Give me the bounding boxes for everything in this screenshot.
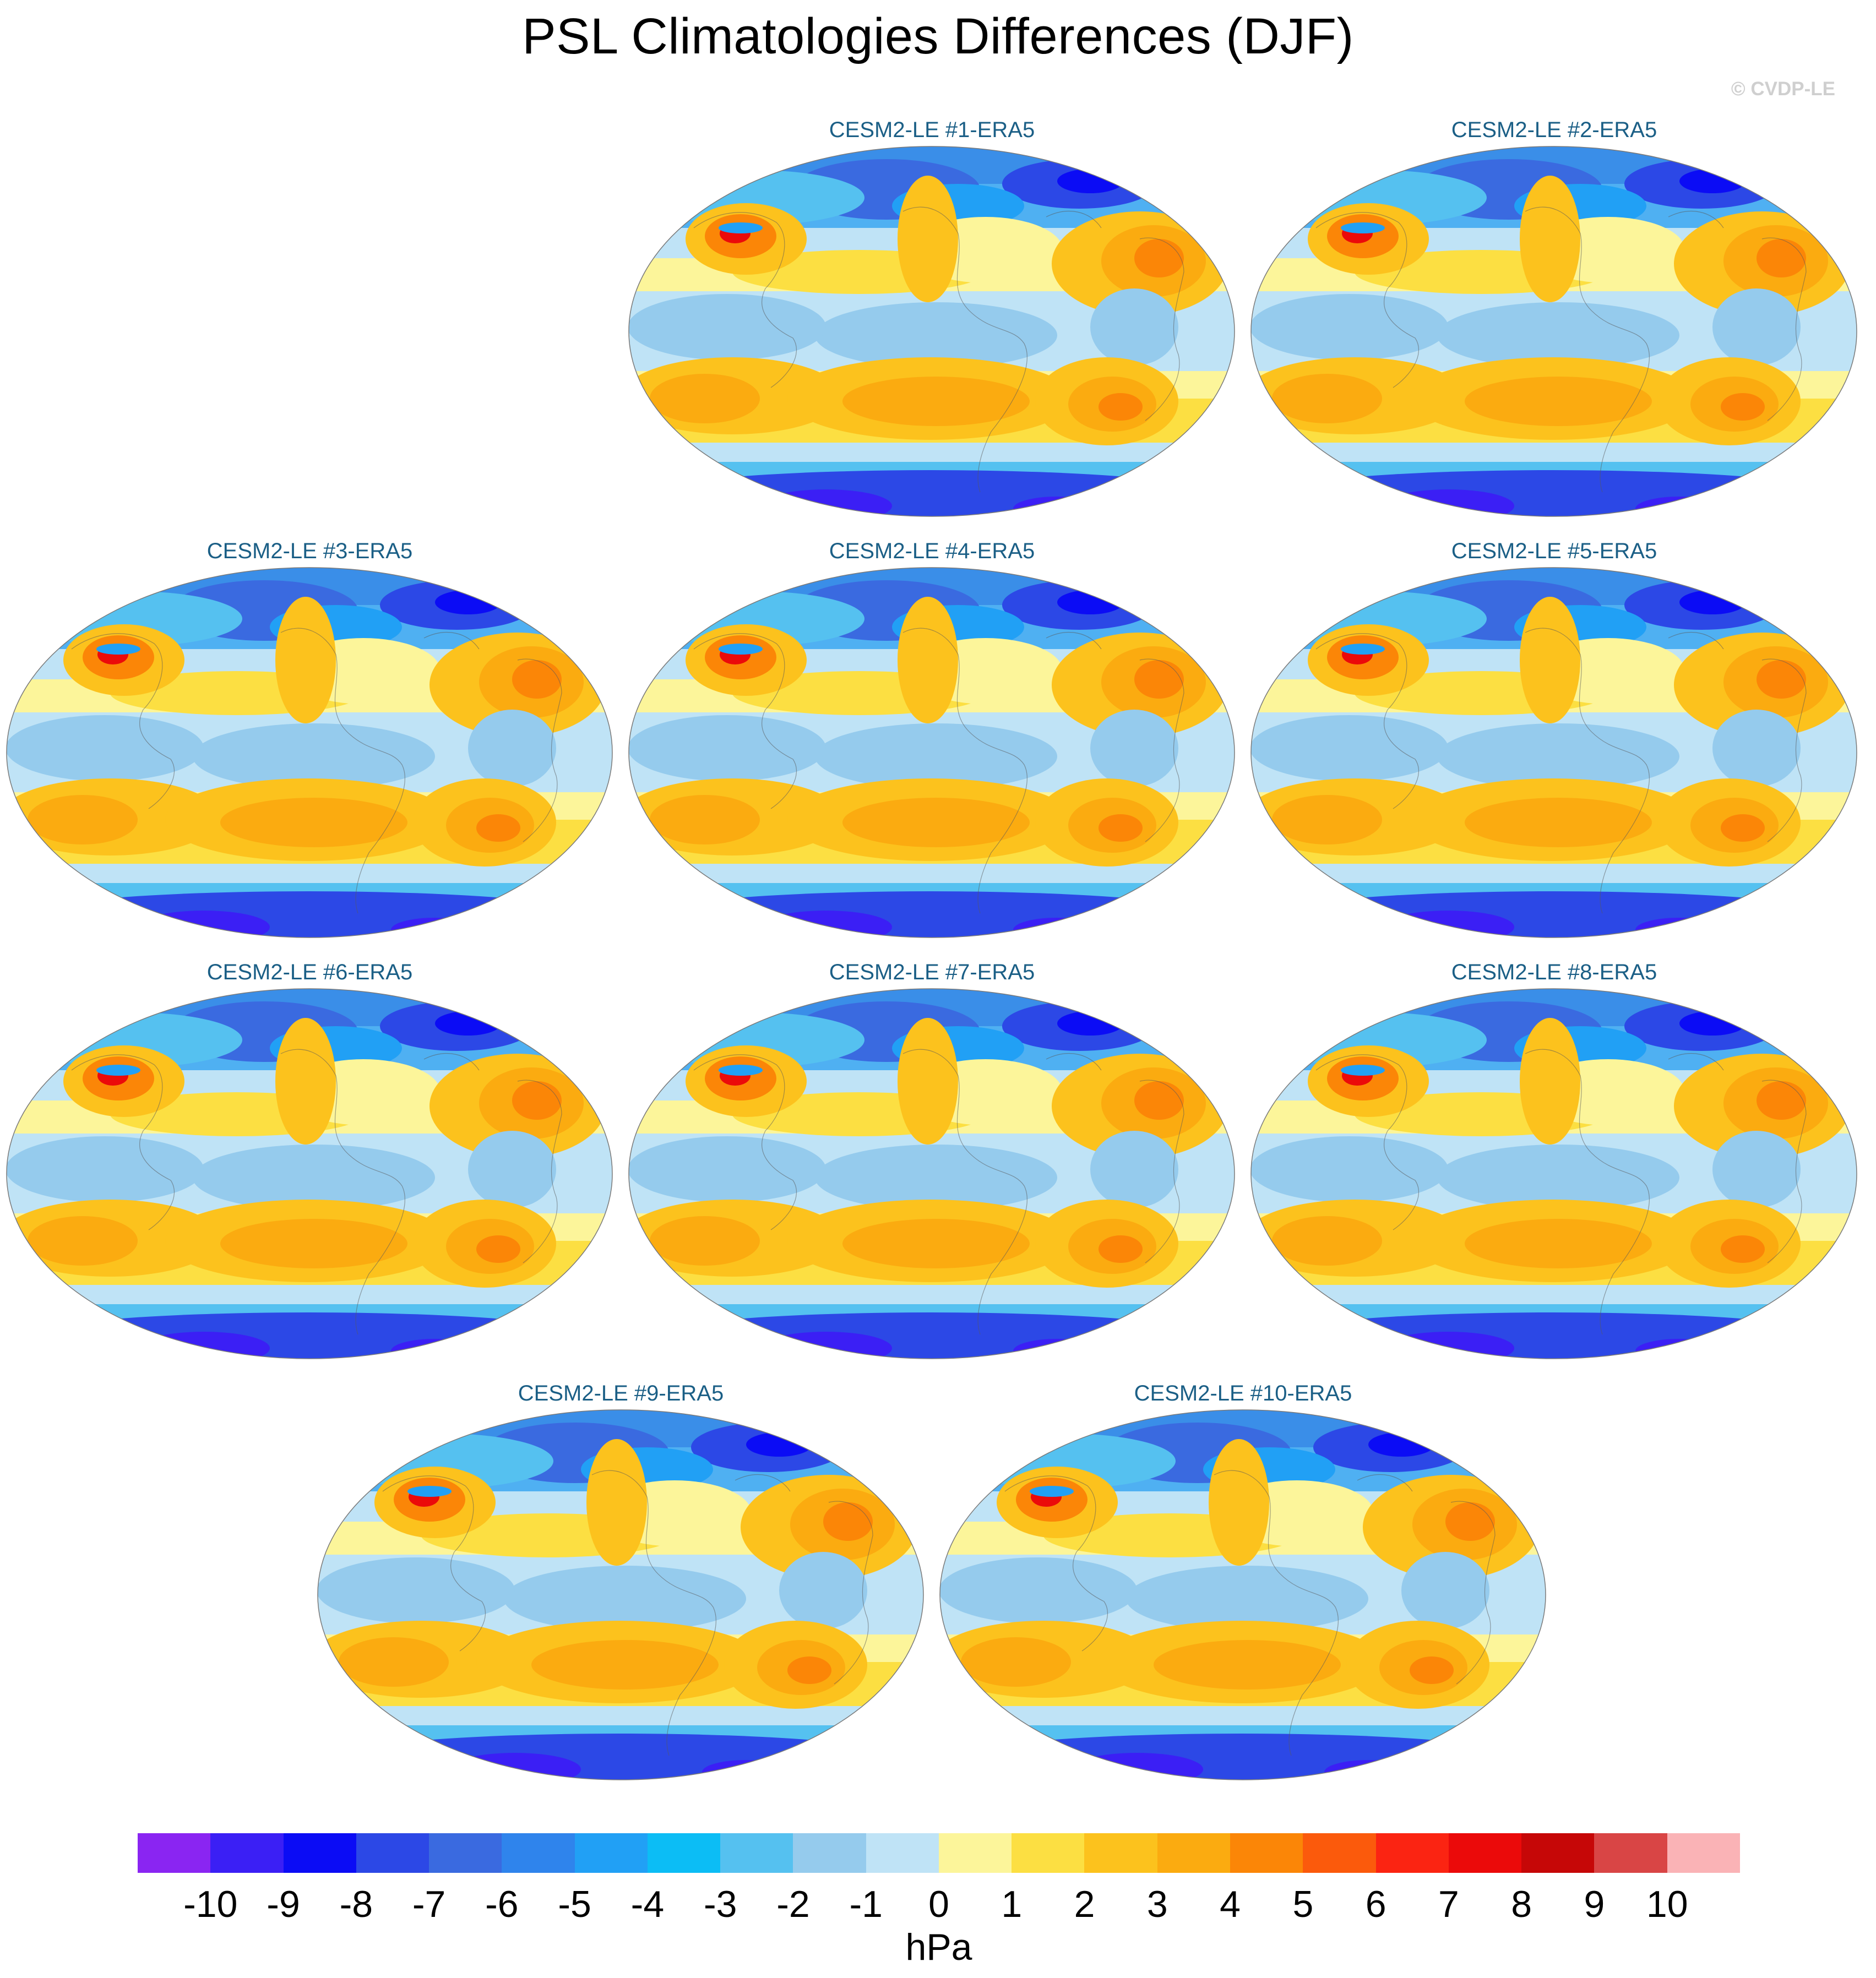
colorbar-tick-label: 3	[1146, 1883, 1168, 1925]
colorbar-swatch	[793, 1833, 866, 1873]
colorbar-swatch	[1375, 1833, 1449, 1873]
panel-title: CESM2-LE #8-ERA5	[1451, 960, 1657, 984]
map-panel: CESM2-LE #3-ERA5	[6, 537, 614, 955]
pressure-difference-map	[628, 146, 1235, 517]
colorbar-swatch	[1012, 1833, 1085, 1873]
pressure-difference-map	[6, 567, 613, 938]
colorbar-tick-label: -1	[849, 1883, 883, 1925]
colorbar-swatch	[1303, 1833, 1376, 1873]
colorbar-tick-label: 8	[1511, 1883, 1532, 1925]
pressure-difference-map	[6, 988, 613, 1359]
colorbar-swatch	[283, 1833, 356, 1873]
panel-title: CESM2-LE #5-ERA5	[1451, 539, 1657, 563]
colorbar-swatch	[1667, 1833, 1740, 1873]
colorbar-swatch	[1157, 1833, 1230, 1873]
panel-title: CESM2-LE #3-ERA5	[206, 539, 413, 563]
map-panel: CESM2-LE #9-ERA5	[317, 1379, 925, 1797]
colorbar-tick-label: -5	[558, 1883, 591, 1925]
colorbar-swatch	[502, 1833, 575, 1873]
panel-title: CESM2-LE #9-ERA5	[518, 1381, 724, 1405]
panel-title: CESM2-LE #2-ERA5	[1451, 118, 1657, 142]
colorbar-swatch	[356, 1833, 429, 1873]
colorbar-tick-label: 6	[1365, 1883, 1386, 1925]
colorbar-swatch	[429, 1833, 502, 1873]
pressure-difference-map	[1250, 146, 1857, 517]
pressure-difference-map	[317, 1409, 924, 1780]
colorbar-tick-label: 1	[1001, 1883, 1023, 1925]
pressure-difference-map	[939, 1409, 1546, 1780]
colorbar-tick-label: 7	[1438, 1883, 1459, 1925]
colorbar-swatch	[1594, 1833, 1667, 1873]
colorbar-swatch	[1084, 1833, 1157, 1873]
panel-title: CESM2-LE #7-ERA5	[829, 960, 1035, 984]
colorbar-tick-label: -3	[703, 1883, 737, 1925]
map-panel: CESM2-LE #10-ERA5	[939, 1379, 1547, 1797]
panel-title: CESM2-LE #1-ERA5	[829, 118, 1035, 142]
pressure-difference-map	[628, 567, 1235, 938]
colorbar-tick-label: 10	[1646, 1883, 1688, 1925]
map-panel: CESM2-LE #4-ERA5	[628, 537, 1236, 955]
colorbar-tick-label: -9	[267, 1883, 300, 1925]
colorbar-swatch	[1448, 1833, 1522, 1873]
map-panel: CESM2-LE #1-ERA5	[628, 116, 1236, 534]
pressure-difference-map	[1250, 567, 1857, 938]
colorbar-tick-label: 2	[1074, 1883, 1095, 1925]
map-panel: CESM2-LE #2-ERA5	[1250, 116, 1858, 534]
map-panel: CESM2-LE #7-ERA5	[628, 958, 1236, 1376]
colorbar-labels: -10 -9 -8 -7 -6 -5 -4 -3 -2 -1 0 1 2 3 4 5 6 7 8 9 10	[138, 1883, 1740, 1932]
colorbar-tick-label: -10	[183, 1883, 238, 1925]
colorbar-swatch	[938, 1833, 1012, 1873]
colorbar-swatch	[138, 1833, 211, 1873]
page-title: PSL Climatologies Differences (DJF)	[522, 8, 1354, 64]
colorbar-tick-label: 0	[928, 1883, 949, 1925]
colorbar-swatch	[647, 1833, 721, 1873]
panel-title: CESM2-LE #4-ERA5	[829, 539, 1035, 563]
pressure-difference-map	[628, 988, 1235, 1359]
colorbar: -10 -9 -8 -7 -6 -5 -4 -3 -2 -1 0 1 2 3 4 5 6 7 8 9 10 hPa	[138, 1833, 1740, 1976]
panel-title: CESM2-LE #6-ERA5	[206, 960, 413, 984]
map-panel: CESM2-LE #6-ERA5	[6, 958, 614, 1376]
colorbar-swatch	[720, 1833, 793, 1873]
colorbar-tick-label: -7	[412, 1883, 446, 1925]
colorbar-swatch	[574, 1833, 648, 1873]
map-panel: CESM2-LE #5-ERA5	[1250, 537, 1858, 955]
colorbar-swatch	[1521, 1833, 1595, 1873]
colorbar-tick-label: 9	[1584, 1883, 1605, 1925]
colorbar-swatch	[210, 1833, 284, 1873]
colorbar-tick-label: -4	[630, 1883, 665, 1925]
pressure-difference-map	[1250, 988, 1857, 1359]
colorbar-swatch	[1230, 1833, 1303, 1873]
panel-title: CESM2-LE #10-ERA5	[1134, 1381, 1352, 1405]
colorbar-tick-label: 5	[1292, 1883, 1314, 1925]
colorbar-tick-label: -8	[339, 1883, 373, 1925]
colorbar-swatches	[138, 1833, 1740, 1873]
colorbar-tick-label: 4	[1220, 1883, 1241, 1925]
map-panel: CESM2-LE #8-ERA5	[1250, 958, 1858, 1376]
colorbar-swatch	[866, 1833, 939, 1873]
colorbar-unit: hPa	[905, 1926, 972, 1968]
credit-watermark: © CVDP-LE	[1731, 78, 1835, 100]
colorbar-tick-label: -2	[776, 1883, 810, 1925]
colorbar-tick-label: -6	[485, 1883, 519, 1925]
